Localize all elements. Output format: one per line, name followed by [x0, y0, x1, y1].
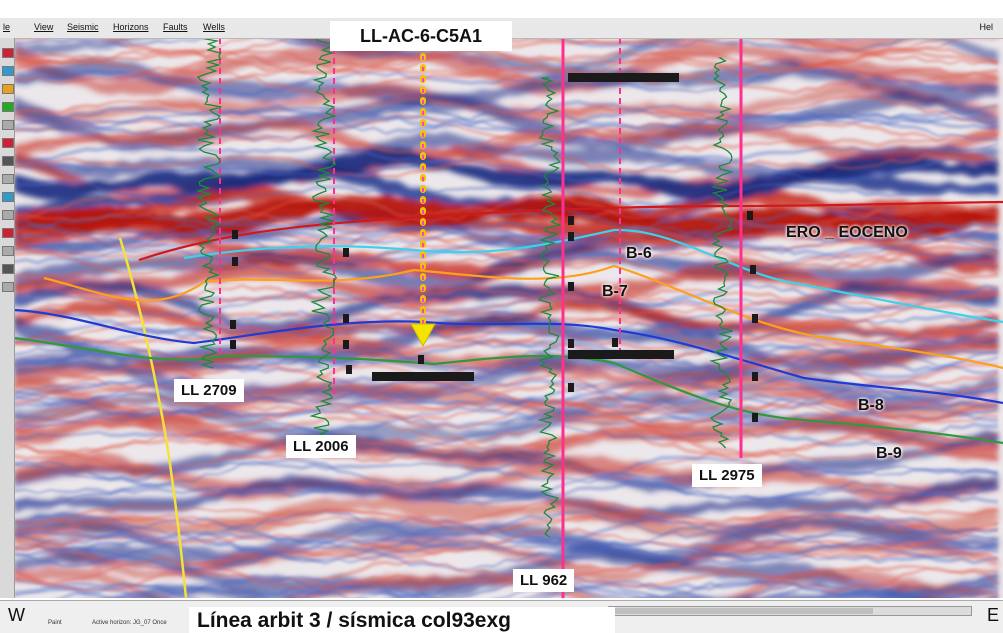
pick-label[interactable]: [568, 339, 574, 348]
pick-label[interactable]: [343, 248, 349, 257]
pick-label[interactable]: [232, 230, 238, 239]
menu-file[interactable]: le: [3, 22, 11, 32]
well-label-ll2006[interactable]: LL 2006: [286, 435, 356, 458]
pick-label[interactable]: [750, 265, 756, 274]
tool-icon[interactable]: [2, 102, 14, 112]
horizon-label-eoceno[interactable]: ERO _ EOCENO: [786, 224, 908, 241]
pick-label[interactable]: [343, 314, 349, 323]
tool-icon[interactable]: [2, 228, 14, 238]
direction-east: E: [986, 605, 999, 625]
direction-west: W: [8, 605, 25, 625]
well-title: LL-AC-6-C5A1: [330, 21, 512, 51]
well-label-ll2709[interactable]: LL 2709: [174, 379, 244, 402]
tool-strip: [0, 38, 15, 598]
well-log-ll2709: [195, 38, 223, 369]
menu-horizons[interactable]: Horizons: [113, 22, 149, 32]
tool-icon[interactable]: [2, 120, 14, 130]
tool-icon[interactable]: [2, 210, 14, 220]
pick-label[interactable]: [418, 355, 424, 364]
pick-label[interactable]: [230, 340, 236, 349]
pick-label[interactable]: [568, 383, 574, 392]
menu-help[interactable]: Hel: [979, 22, 993, 32]
fault-line[interactable]: [118, 237, 188, 598]
seismic-section[interactable]: [14, 38, 1003, 598]
tool-icon[interactable]: [2, 138, 14, 148]
horizon-label-b8[interactable]: B-8: [858, 397, 884, 414]
tool-icon[interactable]: [2, 246, 14, 256]
horizon-eoceno[interactable]: [138, 200, 1003, 262]
pick-label[interactable]: [343, 340, 349, 349]
menu-seismic[interactable]: Seismic: [67, 22, 99, 32]
trajectory-arrow-icon: [410, 323, 436, 348]
tool-icon[interactable]: [2, 282, 14, 292]
well-label-ll2975[interactable]: LL 2975: [692, 464, 762, 487]
status-mode: Paint: [48, 620, 62, 626]
horizon-b8[interactable]: [14, 308, 1003, 405]
tool-icon[interactable]: [2, 84, 14, 94]
pick-label[interactable]: [747, 211, 753, 220]
menu-view[interactable]: View: [34, 22, 54, 32]
horizon-label-b7[interactable]: B-7: [602, 283, 628, 300]
pick-label[interactable]: [612, 338, 618, 347]
pick-label[interactable]: [568, 282, 574, 291]
well-log-ll2975: [709, 57, 734, 449]
tool-icon[interactable]: [2, 156, 14, 166]
pick-label[interactable]: [568, 216, 574, 225]
well-log-ll2006: [309, 38, 338, 459]
horizon-b9[interactable]: [14, 336, 1003, 445]
horizon-label-b6[interactable]: B-6: [626, 245, 652, 262]
well-label-ll962[interactable]: LL 962: [513, 569, 575, 592]
menu-wells[interactable]: Wells: [203, 22, 225, 32]
pick-label[interactable]: [752, 314, 758, 323]
pick-label[interactable]: [346, 365, 352, 374]
pick-label[interactable]: [568, 350, 674, 359]
pick-label[interactable]: [568, 73, 679, 82]
tool-icon[interactable]: [2, 264, 14, 274]
section-caption: Línea arbit 3 / sísmica col93exg: [189, 607, 615, 633]
well-log-ll962: [537, 77, 562, 538]
horizon-label-b9[interactable]: B-9: [876, 445, 902, 462]
tool-icon[interactable]: [2, 66, 14, 76]
horizontal-scrollbar[interactable]: [608, 606, 972, 616]
pick-label[interactable]: [232, 257, 238, 266]
status-active-horizon: Active horizon: JG_07 Once: [92, 620, 167, 626]
menu-faults[interactable]: Faults: [163, 22, 188, 32]
pick-label[interactable]: [230, 320, 236, 329]
tool-icon[interactable]: [2, 48, 14, 58]
pick-label[interactable]: [568, 232, 574, 241]
tool-icon[interactable]: [2, 192, 14, 202]
pick-label[interactable]: [372, 372, 474, 381]
horizon-b7[interactable]: [43, 264, 1003, 370]
pick-label[interactable]: [752, 372, 758, 381]
tool-icon[interactable]: [2, 174, 14, 184]
scrollbar-thumb[interactable]: [613, 608, 873, 614]
horizon-b6[interactable]: [183, 228, 1003, 324]
pick-label[interactable]: [752, 413, 758, 422]
